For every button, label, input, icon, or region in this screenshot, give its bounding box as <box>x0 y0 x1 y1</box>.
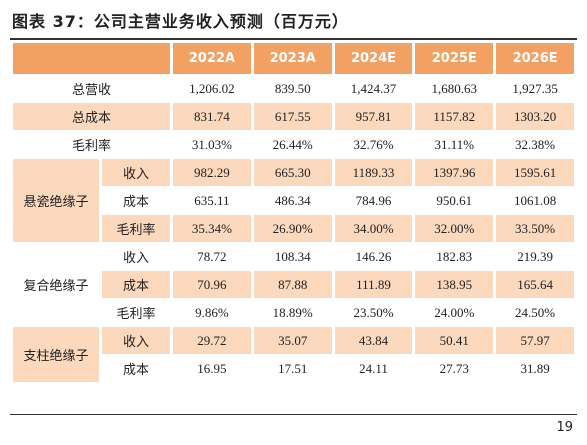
cell: 1595.61 <box>496 159 574 186</box>
cell: 33.50% <box>496 215 574 242</box>
segment-label: 悬瓷绝缘子 <box>13 159 99 242</box>
row-label: 收入 <box>102 327 170 354</box>
cell: 165.64 <box>496 271 574 298</box>
cell: 24.00% <box>434 304 475 320</box>
rule <box>10 38 577 40</box>
column-header: 2022A <box>173 43 251 74</box>
header-blank <box>13 43 170 74</box>
cell: 32.00% <box>415 215 494 242</box>
row: 毛利率 31.03% 26.44% 32.76% 31.11% 32.38% <box>13 131 574 158</box>
row-label: 毛利率 <box>102 215 170 242</box>
cell: 18.89% <box>272 304 313 320</box>
cell: 1157.82 <box>415 103 494 130</box>
cell: 486.34 <box>274 192 311 208</box>
row: 支柱绝缘子 收入 29.72 35.07 43.84 50.41 57.97 <box>13 327 574 382</box>
cell: 50.41 <box>415 327 494 354</box>
row-label: 收入 <box>102 159 170 186</box>
row: 毛利率 9.86% 18.89% 23.50% 24.00% 24.50% <box>13 299 574 326</box>
column-header: 2023A <box>253 43 332 74</box>
cell: 1189.33 <box>334 159 413 186</box>
cell: 78.72 <box>197 248 227 264</box>
cell: 617.55 <box>253 103 332 130</box>
cell: 32.76% <box>353 136 394 152</box>
forecast-table: 2022A 2023A 2024E 2025E 2026E 总营收 1,206.02 839… <box>10 42 577 383</box>
cell: 26.44% <box>272 136 313 152</box>
cell: 24.11 <box>359 360 388 376</box>
row: 毛利率 35.34% 26.90% 34.00% 32.00% 33.50% <box>13 215 574 242</box>
cell: 831.74 <box>173 103 251 130</box>
column-header: 2026E <box>496 43 574 74</box>
cell: 1,927.35 <box>512 80 558 96</box>
row: 成本 635.11 486.34 784.96 950.61 1061.08 <box>13 187 574 214</box>
row-label: 总营收 <box>71 82 111 97</box>
cell: 35.07 <box>253 327 332 354</box>
row: 总成本 831.74 617.55 957.81 1157.82 1303.20 <box>13 103 574 130</box>
page-number: 19 <box>556 420 573 435</box>
cell: 839.50 <box>274 80 311 96</box>
cell: 23.50% <box>353 304 394 320</box>
cell: 957.81 <box>334 103 413 130</box>
cell: 31.89 <box>520 360 550 376</box>
cell: 219.39 <box>517 248 553 264</box>
rule <box>10 414 577 415</box>
segment-label: 复合绝缘子 <box>23 278 89 293</box>
header-row: 2022A 2023A 2024E 2025E 2026E <box>13 43 574 74</box>
cell: 31.03% <box>191 136 232 152</box>
row: 复合绝缘子 收入 78.72 108.34 146.26 182.83 219.39 <box>13 243 574 294</box>
row-label: 成本 <box>122 362 149 377</box>
cell: 1,424.37 <box>350 80 397 96</box>
cell: 1303.20 <box>496 103 574 130</box>
cell: 635.11 <box>194 192 230 208</box>
cell: 35.34% <box>173 215 251 242</box>
cell: 70.96 <box>173 271 251 298</box>
cell: 138.95 <box>415 271 494 298</box>
cell: 182.83 <box>436 248 473 264</box>
row-label: 毛利率 <box>71 138 111 153</box>
cell: 1397.96 <box>415 159 494 186</box>
segment-label: 支柱绝缘子 <box>13 327 99 382</box>
cell: 108.34 <box>274 248 311 264</box>
cell: 87.88 <box>253 271 332 298</box>
row: 成本 16.95 17.51 24.11 27.73 31.89 <box>13 355 574 382</box>
row-label: 成本 <box>122 194 149 209</box>
cell: 111.89 <box>334 271 413 298</box>
cell: 26.90% <box>253 215 332 242</box>
row-label: 收入 <box>122 250 149 265</box>
cell: 1,206.02 <box>189 80 235 96</box>
row: 悬瓷绝缘子 收入 982.29 665.30 1189.33 1397.96 1595.61 <box>13 159 574 242</box>
cell: 17.51 <box>278 360 308 376</box>
row-label: 总成本 <box>13 103 170 130</box>
cell: 43.84 <box>334 327 413 354</box>
cell: 29.72 <box>173 327 251 354</box>
cell: 784.96 <box>355 192 392 208</box>
table-body: 总营收 1,206.02 839.50 1,424.37 1,680.63 1,927.3… <box>13 75 574 382</box>
cell: 1,680.63 <box>431 80 478 96</box>
row: 成本 70.96 87.88 111.89 138.95 165.64 <box>13 271 574 298</box>
column-header: 2025E <box>415 43 494 74</box>
cell: 27.73 <box>439 360 469 376</box>
figure-title: 图表 37：公司主营业务收入预测（百万元） <box>12 12 349 31</box>
cell: 16.95 <box>197 360 227 376</box>
cell: 24.50% <box>515 304 556 320</box>
row-label: 毛利率 <box>116 306 156 321</box>
cell: 982.29 <box>173 159 251 186</box>
cell: 665.30 <box>253 159 332 186</box>
cell: 31.11% <box>434 136 475 152</box>
column-header: 2024E <box>334 43 413 74</box>
row: 总营收 1,206.02 839.50 1,424.37 1,680.63 1,927.3… <box>13 75 574 102</box>
cell: 32.38% <box>515 136 556 152</box>
cell: 950.61 <box>436 192 473 208</box>
row-label: 成本 <box>102 271 170 298</box>
cell: 57.97 <box>496 327 574 354</box>
cell: 1061.08 <box>513 192 557 208</box>
cell: 146.26 <box>355 248 392 264</box>
cell: 9.86% <box>195 304 229 320</box>
cell: 34.00% <box>334 215 413 242</box>
